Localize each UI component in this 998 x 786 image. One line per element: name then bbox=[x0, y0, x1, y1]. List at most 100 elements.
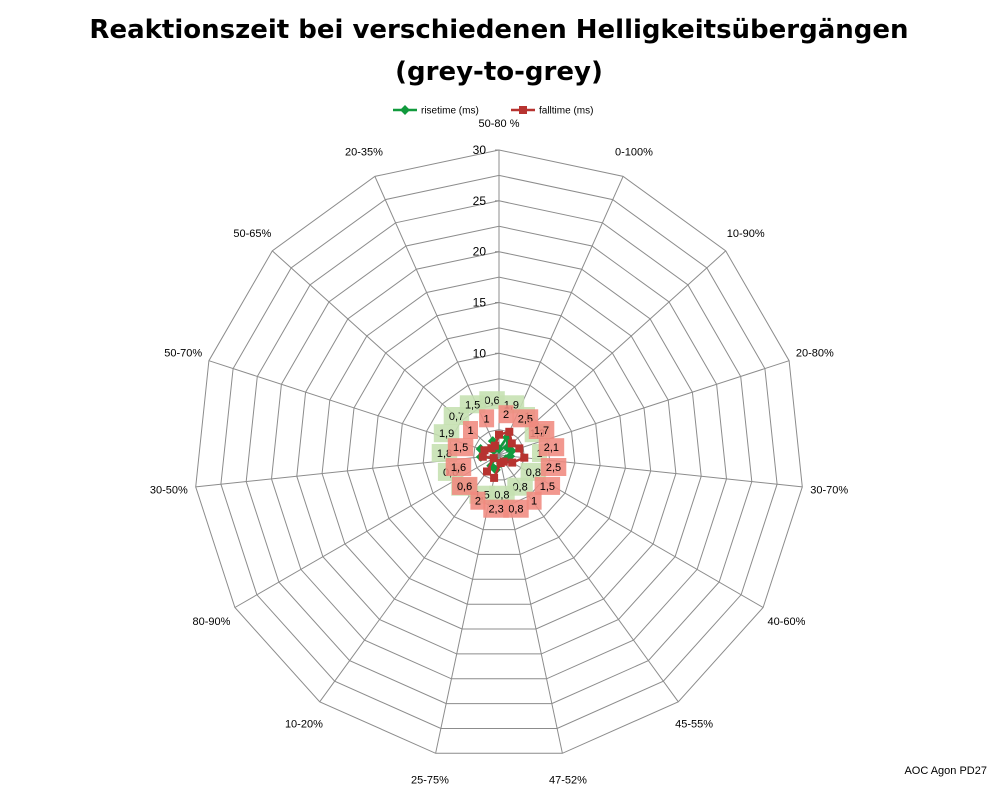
category-label-8: 25-75% bbox=[411, 775, 449, 786]
grid-ring-9 bbox=[270, 225, 728, 680]
series-1-point-5 bbox=[508, 458, 517, 467]
legend-item-risetime: risetime (ms) bbox=[393, 105, 479, 117]
series-layer bbox=[475, 427, 529, 482]
data-label-bg-1-12 bbox=[447, 438, 474, 457]
grid-ring-11 bbox=[220, 174, 778, 729]
data-label-1-14: 1 bbox=[479, 409, 495, 428]
data-label-bg-1-10 bbox=[451, 476, 478, 495]
category-label-13: 50-65% bbox=[233, 228, 271, 240]
data-label-1-10: 0,6 bbox=[451, 476, 478, 495]
data-label-bg-1-0 bbox=[498, 405, 514, 424]
data-label-text-1-11: 1,6 bbox=[451, 462, 466, 474]
chart-title-line2: (grey-to-grey) bbox=[395, 57, 603, 87]
data-label-text-1-4: 2,5 bbox=[546, 462, 561, 474]
grid-ring-3 bbox=[422, 378, 576, 531]
data-label-0-12: 1,9 bbox=[433, 424, 460, 443]
data-label-text-1-14: 1 bbox=[484, 413, 490, 425]
data-label-text-1-2: 1,7 bbox=[534, 425, 549, 437]
legend-risetime-marker bbox=[400, 105, 410, 115]
radar-grid bbox=[195, 149, 803, 754]
radial-tick-label-4: 20 bbox=[473, 245, 487, 259]
data-label-text-0-12: 1,9 bbox=[439, 428, 454, 440]
data-label-1-9: 2 bbox=[470, 491, 486, 510]
data-label-bg-0-7 bbox=[489, 485, 515, 504]
data-label-1-12: 1,5 bbox=[447, 438, 474, 457]
data-label-bg-1-5 bbox=[534, 476, 561, 495]
category-label-12: 50-70% bbox=[164, 347, 202, 359]
grid-ring-12 bbox=[195, 149, 803, 754]
grid-ring-7 bbox=[321, 276, 677, 630]
data-label-bg-0-12 bbox=[433, 424, 460, 443]
series-1-point-1 bbox=[505, 427, 514, 436]
data-label-1-13: 1 bbox=[463, 421, 478, 439]
data-label-0-0: 0,6 bbox=[479, 391, 505, 410]
grid-ring-1 bbox=[473, 429, 525, 481]
category-label-2: 10-90% bbox=[727, 228, 765, 240]
series-1-point-8 bbox=[490, 473, 499, 482]
data-label-bg-0-0 bbox=[479, 391, 505, 410]
data-label-bg-1-4 bbox=[540, 458, 567, 476]
data-label-0-14: 1,5 bbox=[459, 395, 486, 414]
grid-ring-4 bbox=[397, 352, 601, 555]
data-labels-layer: 0,61,911,310,80,80,81,51,30,61,81,90,71,… bbox=[431, 391, 567, 518]
watermark-text: AOC Agon PD27 bbox=[904, 765, 987, 777]
data-label-text-1-9: 2 bbox=[475, 496, 481, 508]
data-label-text-1-12: 1,5 bbox=[453, 442, 468, 454]
data-label-bg-1-9 bbox=[470, 491, 486, 510]
legend-risetime-label: risetime (ms) bbox=[421, 106, 479, 117]
data-label-1-7: 0,8 bbox=[503, 499, 529, 518]
series-1-point-10 bbox=[489, 454, 498, 463]
data-label-1-3: 2,1 bbox=[538, 438, 565, 457]
category-label-14: 20-35% bbox=[345, 147, 383, 159]
data-label-0-5: 0,8 bbox=[520, 462, 547, 481]
radial-tick-label-5: 25 bbox=[473, 194, 487, 208]
category-label-7: 47-52% bbox=[549, 775, 587, 786]
data-label-bg-0-14 bbox=[459, 395, 486, 414]
data-label-text-1-8: 2,3 bbox=[488, 504, 503, 516]
radial-tick-label-6: 30 bbox=[473, 143, 487, 157]
radial-tick-label-3: 15 bbox=[473, 296, 487, 310]
data-label-bg-1-14 bbox=[479, 409, 495, 428]
data-label-text-0-0: 0,6 bbox=[484, 395, 499, 407]
series-1-point-2 bbox=[507, 439, 516, 448]
data-label-1-4: 2,5 bbox=[540, 458, 567, 476]
data-label-1-8: 2,3 bbox=[483, 499, 509, 518]
series-1-point-3 bbox=[515, 444, 524, 453]
data-label-bg-1-13 bbox=[463, 421, 478, 439]
legend-falltime-label: falltime (ms) bbox=[539, 106, 593, 117]
series-1-point-9 bbox=[483, 467, 491, 476]
data-label-text-0-13: 0,7 bbox=[449, 411, 464, 423]
data-label-1-6: 1 bbox=[526, 491, 542, 510]
grid-spoke-9 bbox=[319, 454, 500, 703]
data-label-bg-1-11 bbox=[445, 458, 472, 476]
category-label-11: 30-50% bbox=[150, 485, 188, 497]
data-label-bg-1-7 bbox=[503, 499, 529, 518]
data-label-text-1-6: 1 bbox=[531, 496, 537, 508]
category-label-4: 30-70% bbox=[810, 485, 848, 497]
series-1-point-11 bbox=[478, 452, 487, 461]
category-label-0: 50-80 % bbox=[479, 118, 520, 130]
data-label-text-1-13: 1 bbox=[467, 425, 473, 437]
data-label-0-7: 0,8 bbox=[489, 485, 515, 504]
category-label-6: 45-55% bbox=[675, 719, 713, 731]
radial-tick-label-2: 10 bbox=[473, 346, 487, 360]
legend-item-falltime: falltime (ms) bbox=[511, 106, 593, 117]
data-label-bg-1-2 bbox=[528, 421, 555, 439]
category-label-10: 80-90% bbox=[193, 616, 231, 628]
legend: risetime (ms) falltime (ms) bbox=[393, 105, 593, 117]
data-label-bg-1-3 bbox=[538, 438, 565, 457]
data-label-text-1-10: 0,6 bbox=[457, 481, 472, 493]
data-label-bg-1-6 bbox=[526, 491, 542, 510]
data-label-text-0-14: 1,5 bbox=[465, 399, 480, 411]
chart-title-line1: Reaktionszeit bei verschiedenen Helligke… bbox=[89, 15, 908, 45]
grid-ring-10 bbox=[245, 200, 753, 705]
data-label-bg-1-8 bbox=[483, 499, 509, 518]
data-label-text-1-5: 1,5 bbox=[540, 481, 555, 493]
category-label-1: 0-100% bbox=[615, 147, 653, 159]
category-label-3: 20-80% bbox=[796, 347, 834, 359]
data-label-text-1-0: 2 bbox=[503, 409, 509, 421]
series-1-point-14 bbox=[490, 441, 499, 450]
data-label-text-0-7: 0,8 bbox=[494, 490, 509, 502]
grid-ring-8 bbox=[296, 251, 702, 655]
